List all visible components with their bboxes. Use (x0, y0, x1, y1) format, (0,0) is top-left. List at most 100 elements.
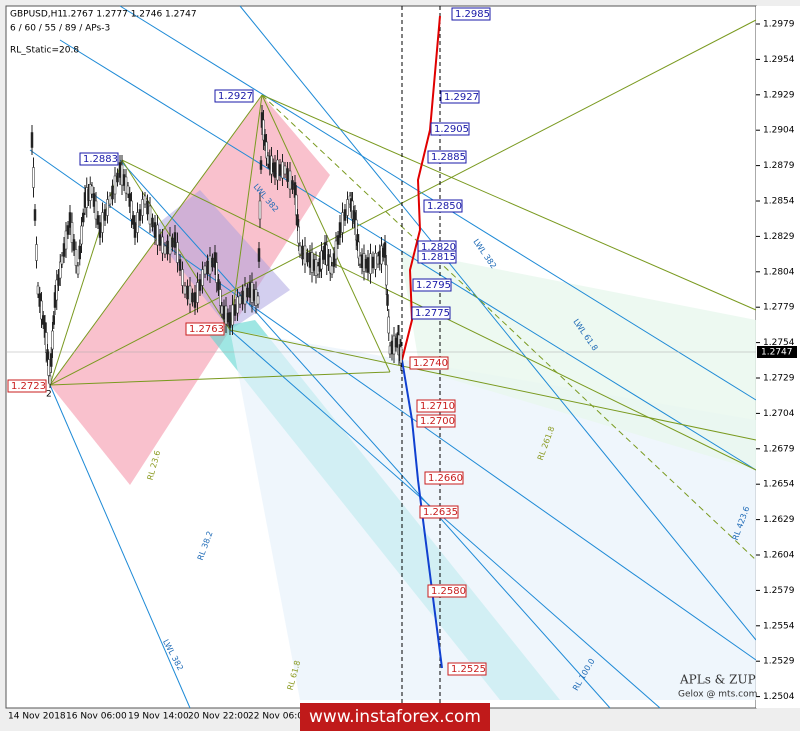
price-tick-label: 1.2879 (763, 161, 795, 171)
candle-body (176, 242, 179, 263)
candle-body (222, 305, 226, 320)
candle-body (343, 209, 347, 221)
candle-body (360, 254, 364, 268)
header-settings: 6 / 60 / 55 / 89 / APs-3 (10, 24, 110, 34)
level-box (416, 414, 456, 428)
level-label: 1.2885 (431, 152, 466, 163)
header-symbol: GBPUSD,H1 (10, 10, 63, 20)
level-label: 1.2905 (434, 124, 469, 135)
candle-body (298, 245, 302, 255)
candle-body (181, 269, 184, 286)
candle-body (250, 282, 254, 303)
price-tick-label: 1.2804 (763, 267, 795, 277)
candle-body (334, 240, 338, 260)
pivot-number: 2 (46, 390, 52, 400)
candle-body (243, 285, 247, 305)
candle-body (369, 253, 372, 274)
candle-body (48, 375, 52, 385)
level-box (440, 90, 480, 104)
candle-body (92, 193, 96, 207)
price-tick-label: 1.2904 (763, 126, 795, 136)
candle-body (366, 257, 370, 273)
candle-body (394, 337, 398, 348)
price-tick-label: 1.2579 (763, 586, 795, 596)
level-label: 1.2985 (455, 9, 490, 20)
level-box (411, 306, 451, 320)
candle-body (122, 174, 126, 186)
signature: APLs & ZUP (679, 673, 756, 687)
time-label: 20 Nov 22:00 (188, 712, 249, 722)
candle-body (198, 279, 202, 291)
candle-body (215, 262, 218, 283)
level-label: 1.2580 (431, 586, 466, 597)
candle-body (265, 141, 268, 159)
price-tick-label: 1.2504 (763, 692, 795, 702)
level-box (185, 322, 225, 336)
time-label: 16 Nov 06:00 (66, 712, 127, 722)
candle-body (297, 226, 300, 244)
candle-body (296, 214, 299, 226)
price-tick-label: 1.2854 (763, 197, 795, 207)
level-label: 1.2660 (428, 473, 463, 484)
level-label: 1.2700 (420, 416, 455, 427)
candle-body (146, 200, 149, 215)
candle-body (201, 269, 204, 286)
price-tick-label: 1.2829 (763, 232, 795, 242)
candle-body (171, 237, 174, 248)
level-box (416, 399, 456, 413)
level-label: 1.2927 (444, 92, 479, 103)
candle-body (388, 345, 392, 355)
candle-body (256, 295, 260, 305)
level-label: 1.2710 (420, 401, 455, 412)
candle-body (82, 212, 85, 223)
candle-body (358, 255, 362, 265)
candle-body (143, 195, 147, 205)
candle-body (387, 316, 390, 334)
level-box (423, 199, 463, 213)
price-tick-label: 1.2604 (763, 551, 795, 561)
candle-body (126, 185, 130, 195)
candle-body (94, 200, 98, 220)
level-label: 1.2723 (11, 381, 46, 392)
candle-body (246, 287, 249, 298)
candle-body (364, 259, 368, 269)
price-tick-label: 1.2729 (763, 374, 795, 384)
candle-body (357, 241, 360, 259)
candle-body (52, 315, 55, 325)
level-box (79, 152, 119, 166)
level-label: 1.2883 (83, 154, 118, 165)
candle-body (47, 359, 50, 376)
candle-body (38, 293, 41, 307)
candle-body (241, 290, 244, 305)
candle-body (371, 256, 375, 269)
candle-body (98, 222, 102, 238)
candle-body (306, 252, 309, 263)
candle-body (193, 292, 197, 308)
candle-body (386, 294, 389, 306)
candle-body (183, 285, 187, 295)
level-label: 1.2850 (427, 201, 462, 212)
candle-body (120, 164, 124, 186)
candle-body (332, 253, 336, 267)
price-candles (30, 105, 403, 388)
current-price-box (757, 346, 797, 358)
candle-body (291, 180, 294, 190)
time-label: 19 Nov 14:00 (128, 712, 189, 722)
candle-body (76, 265, 80, 275)
candle-body (163, 245, 167, 255)
candle-body (288, 170, 292, 190)
level-box (419, 505, 459, 519)
level-label: 1.2820 (421, 242, 456, 253)
level-box (409, 356, 449, 370)
price-tick-label: 1.2954 (763, 55, 795, 65)
candle-body (130, 200, 133, 220)
candle-body (42, 315, 45, 325)
candle-body (213, 252, 217, 268)
price-tick-label: 1.2704 (763, 409, 795, 419)
candle-body (203, 265, 207, 275)
candle-body (206, 260, 209, 275)
up-projection (401, 15, 441, 361)
candle-body (59, 261, 62, 279)
level-box (427, 150, 467, 164)
candle-body (168, 235, 172, 255)
